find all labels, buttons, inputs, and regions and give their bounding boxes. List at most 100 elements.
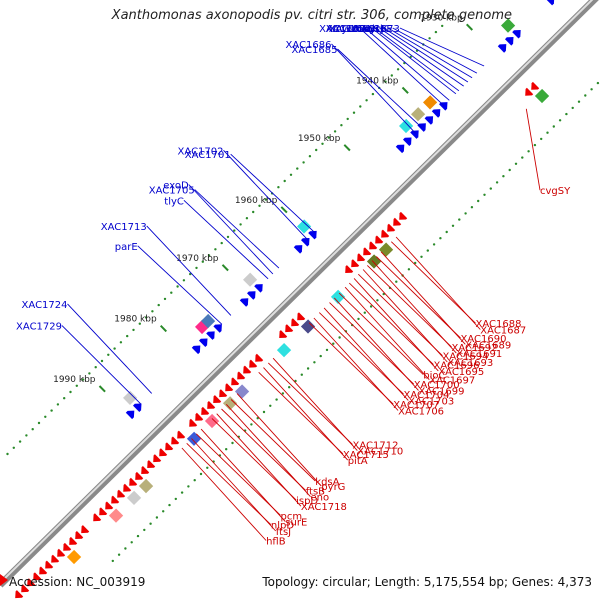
forward-gene-label: XAC1729: [16, 322, 62, 333]
gc-dot: [256, 417, 259, 420]
gc-dot: [226, 235, 230, 239]
forward-gene-label: dsbE: [368, 24, 392, 35]
gc-dot: [451, 224, 455, 227]
forward-cds: [424, 116, 434, 125]
reverse-gene-label: XAC1710: [357, 447, 403, 458]
scale-tick-label: 1960 kbp: [235, 196, 278, 206]
reverse-gene-label-leader: [525, 108, 541, 191]
forward-feature-block: [501, 18, 516, 33]
reverse-feature-block: [138, 478, 154, 494]
reverse-cds: [231, 377, 240, 386]
forward-cds: [247, 291, 256, 300]
gc-dot: [233, 229, 236, 232]
reverse-gene-label: XAC1690: [461, 334, 507, 345]
forward-cds: [308, 230, 317, 240]
gc-dot: [577, 100, 581, 103]
forward-gene-label-leader: [383, 27, 469, 83]
gc-dot: [464, 212, 467, 215]
forward-gene-label: XAC1680: [329, 24, 375, 35]
gc-dot: [207, 254, 211, 257]
forward-cds: [403, 137, 412, 146]
forward-gene-label: XAC1705: [149, 186, 195, 197]
reverse-cds: [99, 507, 108, 516]
reverse-cds: [381, 229, 390, 238]
reverse-cds: [117, 489, 126, 498]
scale-tick-label: 1930 kbp: [420, 13, 463, 23]
gc-dot: [338, 336, 341, 339]
gc-dot: [100, 359, 104, 363]
reverse-gene-label: pcm: [281, 511, 303, 522]
gc-dot: [136, 534, 140, 538]
gc-dot: [289, 173, 293, 176]
forward-gene-label: XAC1701: [185, 150, 231, 161]
reverse-cds: [15, 590, 24, 599]
reverse-feature-block: [126, 490, 142, 505]
gc-dot: [384, 80, 387, 83]
gc-dot: [376, 299, 379, 302]
reverse-cds: [93, 513, 102, 522]
gc-dot: [434, 30, 438, 34]
reverse-gene-label-leader: [357, 273, 443, 357]
reverse-gene-label: XAC1706: [398, 407, 444, 418]
reverse-gene-label-leader: [348, 282, 434, 365]
reverse-strand-features: [15, 81, 550, 599]
gc-dot: [365, 99, 368, 102]
gc-dot: [155, 516, 159, 519]
reverse-gene-label: surE: [285, 518, 307, 529]
reverse-gene-label-leader: [318, 312, 404, 395]
forward-gene-label: XAC1681: [326, 24, 372, 35]
gc-dot: [596, 81, 600, 85]
gc-dot: [414, 261, 417, 265]
reverse-cds: [135, 471, 144, 480]
gc-dot: [18, 440, 22, 443]
reverse-cds: [369, 241, 378, 250]
forward-gene-label: XAC1685: [292, 45, 338, 56]
gc-dot: [508, 168, 511, 172]
reverse-feature-block: [66, 549, 82, 565]
forward-gene-label-leader: [67, 303, 153, 394]
gc-dot: [144, 316, 148, 319]
reverse-gene-label: eno: [311, 493, 330, 504]
reverse-gene-label: ispD: [296, 496, 318, 507]
reverse-gene-label: XAC1712: [353, 440, 399, 451]
gc-dot: [571, 106, 574, 110]
gc-dot: [333, 130, 337, 133]
gc-dot: [340, 124, 343, 127]
gc-dot: [382, 292, 385, 296]
gc-dot: [94, 366, 97, 369]
reverse-cds: [525, 87, 534, 96]
gc-dot: [264, 198, 267, 201]
gc-dot: [69, 390, 72, 394]
gc-dot: [283, 179, 286, 183]
gc-dot: [31, 428, 34, 431]
gc-dot: [277, 186, 280, 189]
reverse-cds: [195, 412, 204, 421]
reverse-gene-label: XAC1687: [480, 326, 526, 337]
gc-dot: [584, 94, 587, 97]
reverse-cds: [171, 436, 180, 445]
reverse-cds: [255, 353, 264, 362]
forward-gene-label-leader: [364, 27, 450, 101]
forward-cds: [293, 245, 303, 254]
gc-dot: [420, 255, 423, 258]
gc-dot: [225, 448, 228, 451]
forward-gene-label-leader: [337, 48, 423, 128]
forward-gene-label: XAC1724: [22, 300, 68, 311]
reverse-cds: [63, 542, 72, 551]
gc-dot: [352, 111, 356, 114]
reverse-cds: [45, 560, 54, 569]
reverse-cds: [279, 330, 288, 338]
reverse-cds: [147, 460, 156, 468]
gc-dot: [458, 218, 461, 221]
forward-gene-label: exoD: [163, 181, 189, 192]
gc-dot: [189, 272, 192, 276]
reverse-feature-block: [378, 242, 394, 257]
forward-gene-label-leader: [146, 225, 232, 316]
genome-backbone-highlight: [0, 0, 594, 584]
gc-dot: [126, 334, 129, 338]
gc-dot: [540, 137, 543, 141]
reverse-cds: [27, 578, 36, 587]
gc-dot: [88, 372, 91, 375]
forward-gene-labels: XAC1673dsbEcycKcycJccmCXAC1680XAC1681XAC…: [16, 24, 485, 405]
gc-dot: [119, 341, 123, 344]
